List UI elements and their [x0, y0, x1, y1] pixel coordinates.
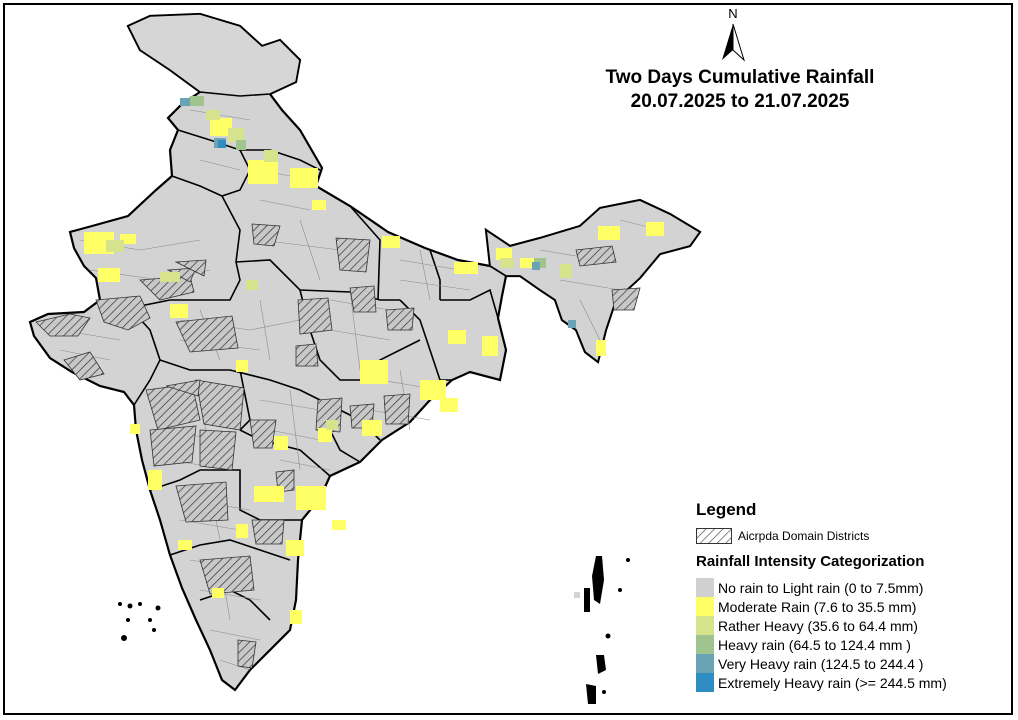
- category-list: No rain to Light rain (0 to 7.5mm) Modera…: [692, 578, 1010, 692]
- category-label: Extremely Heavy rain (>= 244.5 mm): [718, 674, 947, 691]
- lakshadweep-islands: [118, 602, 161, 641]
- legend-title: Legend: [696, 500, 757, 519]
- island-light-patch: [574, 592, 580, 598]
- legend-category-row: Moderate Rain (7.6 to 35.5 mm): [692, 597, 1010, 616]
- category-label: Moderate Rain (7.6 to 35.5 mm): [718, 598, 917, 615]
- title-line-1: Two Days Cumulative Rainfall: [605, 67, 875, 88]
- rather-heavy-rain-areas: [106, 110, 572, 430]
- category-swatch: [696, 673, 714, 692]
- legend-domain-row: Aicrpda Domain Districts: [692, 527, 1010, 545]
- category-label: Very Heavy rain (124.5 to 244.4 ): [718, 655, 924, 672]
- category-swatch: [696, 635, 714, 654]
- legend: Legend Aicrpda Domain Districts Rainfall…: [692, 500, 1010, 692]
- moderate-rain-areas: [84, 118, 664, 624]
- north-label: N: [728, 6, 738, 21]
- map-title: Two Days Cumulative Rainfall 20.07.2025 …: [560, 66, 920, 114]
- legend-category-row: Very Heavy rain (124.5 to 244.4 ): [692, 654, 1010, 673]
- hatch-swatch-icon: [696, 528, 732, 544]
- northern-territory: [126, 13, 301, 97]
- categorization-title: Rainfall Intensity Categorization: [696, 553, 925, 570]
- legend-category-row: Heavy rain (64.5 to 124.4 mm ): [692, 635, 1010, 654]
- northeast-region: [484, 199, 702, 364]
- category-label: Heavy rain (64.5 to 124.4 mm ): [718, 636, 911, 653]
- category-label: No rain to Light rain (0 to 7.5mm): [718, 579, 924, 596]
- legend-category-row: Extremely Heavy rain (>= 244.5 mm): [692, 673, 1010, 692]
- extremely-heavy-rain-areas: [218, 140, 226, 148]
- legend-category-row: Rather Heavy (35.6 to 64.4 mm): [692, 616, 1010, 635]
- legend-category-row: No rain to Light rain (0 to 7.5mm): [692, 578, 1010, 597]
- north-indicator: N: [716, 6, 750, 64]
- category-label: Rather Heavy (35.6 to 64.4 mm): [718, 617, 918, 634]
- category-swatch: [696, 597, 714, 616]
- domain-label: Aicrpda Domain Districts: [738, 529, 870, 543]
- category-swatch: [696, 654, 714, 673]
- category-swatch: [696, 616, 714, 635]
- category-swatch: [696, 578, 714, 597]
- andaman-nicobar-islands: [584, 556, 630, 704]
- title-line-2: 20.07.2025 to 21.07.2025: [630, 91, 850, 112]
- north-arrow-icon: [722, 23, 746, 62]
